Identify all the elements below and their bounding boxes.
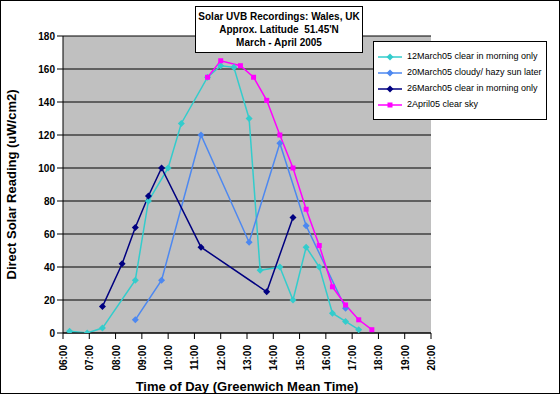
svg-text:40: 40 xyxy=(44,262,56,273)
svg-text:Time of Day (Greenwich Mean Ti: Time of Day (Greenwich Mean Time) xyxy=(136,379,359,393)
svg-text:18:00: 18:00 xyxy=(373,345,384,371)
svg-text:160: 160 xyxy=(38,64,55,75)
svg-text:80: 80 xyxy=(44,196,56,207)
svg-text:140: 140 xyxy=(38,97,55,108)
svg-text:14:00: 14:00 xyxy=(268,345,279,371)
html-text:2April05 clear sky: 2April05 clear sky xyxy=(407,99,478,109)
svg-text:20:00: 20:00 xyxy=(426,345,437,371)
svg-text:Direct Solar Reading (uW/cm2): Direct Solar Reading (uW/cm2) xyxy=(8,90,19,280)
svg-text:180: 180 xyxy=(38,31,55,42)
html-text:12March05 clear in morning onl: 12March05 clear in morning only xyxy=(407,51,538,61)
html-text:26March05 clear in morning onl: 26March05 clear in morning only xyxy=(407,83,538,93)
svg-text:11:00: 11:00 xyxy=(189,345,200,370)
svg-text:10:00: 10:00 xyxy=(163,345,174,371)
svg-text:17:00: 17:00 xyxy=(347,345,358,371)
html-text:March - April 2005: March - April 2005 xyxy=(236,37,322,48)
svg-text:19:00: 19:00 xyxy=(400,345,411,371)
svg-text:120: 120 xyxy=(38,130,55,141)
svg-text:12:00: 12:00 xyxy=(216,345,227,371)
svg-text:0: 0 xyxy=(49,328,55,339)
svg-text:15:00: 15:00 xyxy=(295,345,306,371)
html-text:20March05 cloudy/ hazy sun lat: 20March05 cloudy/ hazy sun later xyxy=(407,67,542,77)
html-text:Approx. Latitude 51.45'N: Approx. Latitude 51.45'N xyxy=(219,24,339,35)
html-text:Solar UVB Recordings: Wales, U: Solar UVB Recordings: Wales, UK xyxy=(198,11,360,22)
svg-text:16:00: 16:00 xyxy=(321,345,332,371)
svg-text:13:00: 13:00 xyxy=(242,345,253,371)
svg-text:08:00: 08:00 xyxy=(111,345,122,371)
svg-text:06:00: 06:00 xyxy=(58,345,69,371)
svg-text:20: 20 xyxy=(44,295,56,306)
svg-text:60: 60 xyxy=(44,229,56,240)
svg-text:07:00: 07:00 xyxy=(84,345,95,371)
svg-text:100: 100 xyxy=(38,163,55,174)
svg-text:09:00: 09:00 xyxy=(137,345,148,371)
